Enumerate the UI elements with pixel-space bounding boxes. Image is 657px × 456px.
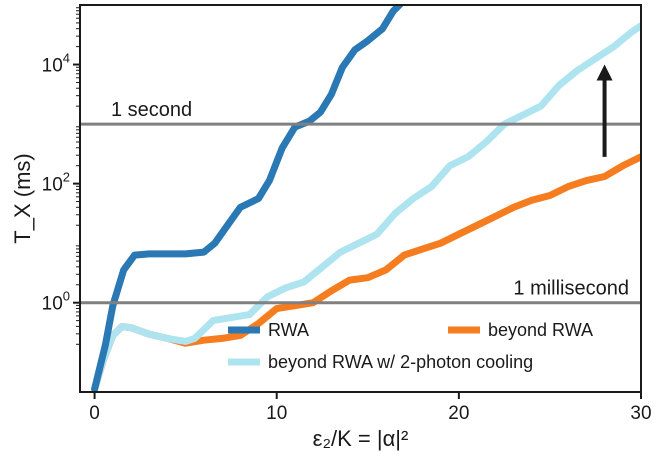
arrow-annotation	[596, 64, 613, 157]
ticks: 0 10 20 30 100 102 104	[42, 7, 652, 424]
y-tick-label: 102	[42, 170, 70, 196]
arrow-head-icon	[596, 64, 613, 81]
x-tick-label: 10	[266, 403, 287, 424]
y-tick-label: 100	[42, 289, 70, 315]
reference-label-1-millisecond: 1 millisecond	[513, 278, 629, 300]
series-layer	[91, 5, 641, 392]
y-axis-label: T_X (ms)	[10, 153, 35, 243]
plot-frame	[79, 4, 642, 393]
legend-label-beyond-rwa-w-2-photon-cooling: beyond RWA w/ 2-photon cooling	[268, 352, 533, 372]
legend-label-rwa: RWA	[268, 320, 309, 340]
legend-label-beyond-rwa: beyond RWA	[488, 320, 593, 340]
axis-labels: ε₂/K = |α|² T_X (ms)	[10, 153, 408, 451]
legend: RWA beyond RWA beyond RWA w/ 2-photon cool…	[228, 320, 593, 372]
series-line-rwa	[91, 5, 405, 392]
x-tick-label: 0	[89, 403, 100, 424]
reference-label-1-second: 1 second	[111, 99, 192, 121]
x-tick-label: 20	[448, 403, 469, 424]
series-line-beyond-rwa-w-2-photon-cooling	[91, 22, 641, 392]
x-axis-label: ε₂/K = |α|²	[313, 426, 409, 451]
x-tick-label: 30	[630, 403, 651, 424]
reference-lines: 1 second 1 millisecond	[80, 99, 641, 305]
y-tick-label: 104	[42, 51, 70, 77]
